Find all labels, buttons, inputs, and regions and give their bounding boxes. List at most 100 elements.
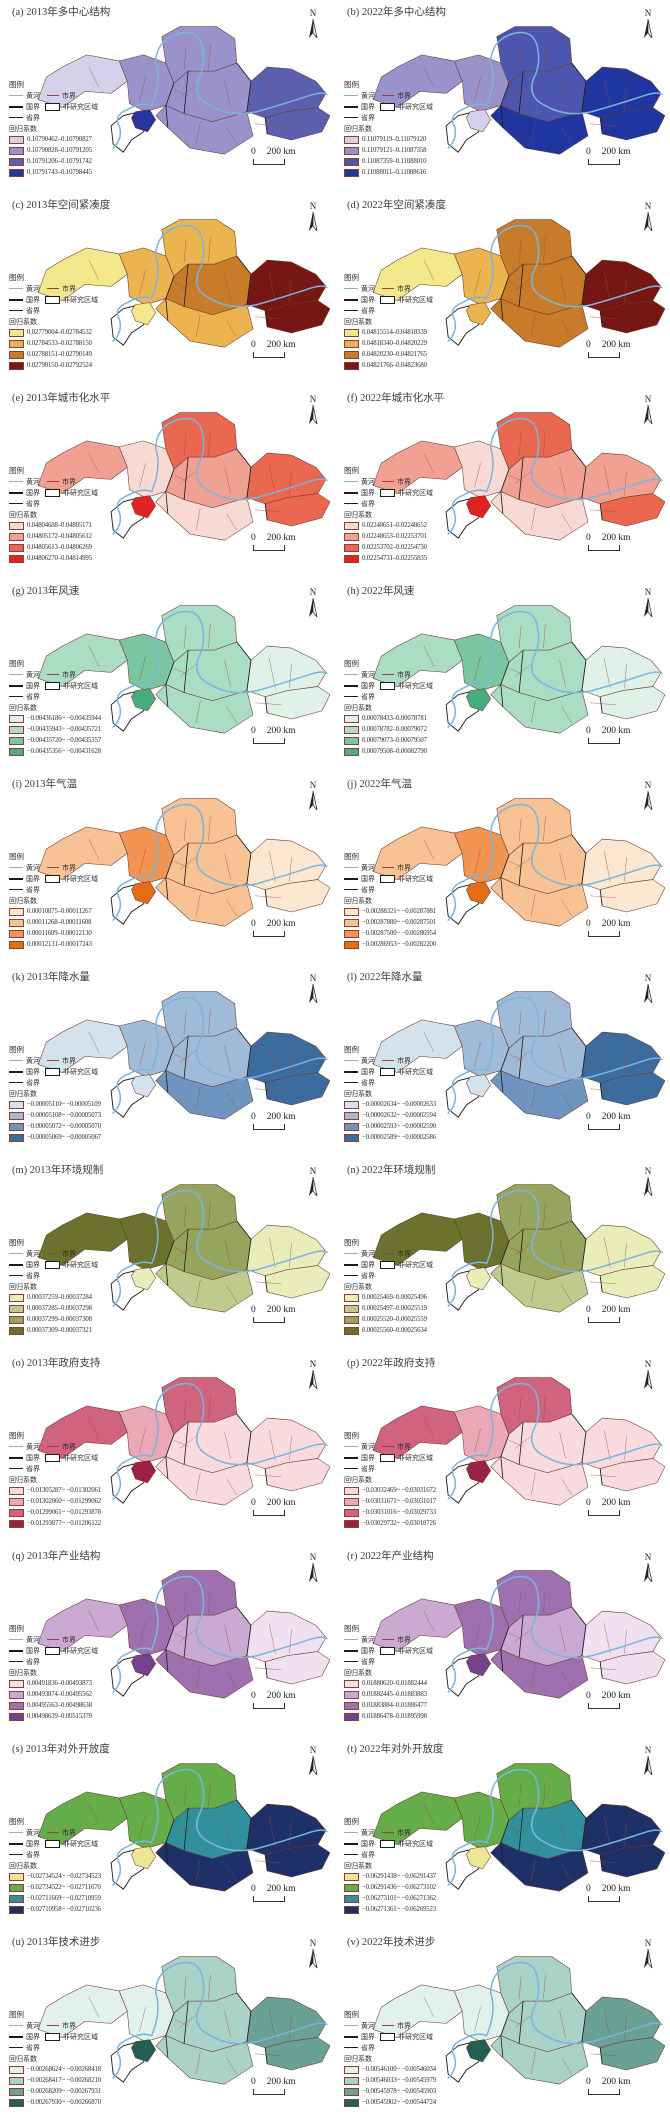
yellow-river-line — [447, 1961, 663, 2079]
district-region — [581, 838, 662, 890]
north-needle-icon — [644, 1563, 653, 1583]
class-range-label: 0.04805613–0.04806269 — [27, 544, 92, 551]
coefficient-label: 回归系数 — [344, 1282, 372, 1291]
map-panel-v: (v) 2022年技术进步 N 图例 黄河 市界 国界 非研究区域 省界 — [335, 1930, 670, 2123]
coefficient-label: 回归系数 — [9, 703, 37, 712]
legend-box: 图例 黄河 市界 国界 非研究区域 省界 回归系数 −0.03032469~ −… — [344, 1431, 482, 1529]
map-panel-p: (p) 2022年政府支持 N 图例 黄河 市界 国界 非研究区域 省界 — [335, 1351, 670, 1544]
class-range-label: 0.02253702–0.02254730 — [362, 544, 427, 551]
district-region — [466, 1460, 491, 1484]
class-range-label: 0.01882445–0.01883883 — [362, 1691, 427, 1698]
river-label: 黄河 — [361, 1635, 375, 1644]
class-color-swatch — [344, 532, 359, 541]
class-range-label: 0.04815514–0.04818339 — [362, 329, 427, 336]
class-color-swatch — [344, 929, 359, 938]
class-range-label: −0.06291438~ −0.06291437 — [362, 1873, 437, 1880]
legend-title: 图例 — [9, 1431, 24, 1440]
city-boundary-symbol — [47, 674, 59, 675]
national-boundary-symbol — [9, 1842, 23, 1845]
class-color-swatch — [9, 736, 24, 745]
legend-title: 图例 — [344, 2010, 359, 2019]
national-boundary-label: 国界 — [361, 1067, 375, 1076]
scale-zero-label: 0 — [251, 1112, 256, 1122]
district-region — [466, 109, 491, 133]
north-arrow: N — [641, 974, 655, 1004]
north-needle-icon — [644, 598, 653, 618]
legend-box: 图例 黄河 市界 国界 非研究区域 省界 回归系数 0.00025469–0.0… — [344, 1238, 482, 1336]
legend-class-row: 0.00037309–0.00037321 — [9, 1325, 147, 1336]
class-range-label: 0.10790828–0.10791205 — [27, 147, 92, 154]
class-range-label: −0.02710958~ −0.02710236 — [27, 1906, 102, 1913]
class-color-swatch — [9, 1111, 24, 1120]
province-boundary-label: 省界 — [361, 1078, 375, 1087]
class-color-swatch — [344, 2098, 359, 2107]
province-boundary-lines — [500, 1606, 603, 1678]
legend-title: 图例 — [9, 1624, 24, 1633]
legend-class-row: 0.04805613–0.04806269 — [9, 542, 147, 553]
non-study-area-label: 非研究区域 — [398, 1839, 433, 1848]
district-region — [490, 684, 589, 734]
class-range-label: 0.00025469–0.00025496 — [362, 1294, 427, 1301]
district-region — [246, 452, 327, 504]
district-region — [466, 1653, 491, 1677]
legend-class-row: 0.00037259–0.00037284 — [9, 1292, 147, 1303]
scale-bracket — [588, 2089, 620, 2095]
class-range-label: −0.00435720~ −0.00435357 — [27, 737, 102, 744]
district-region — [246, 1996, 327, 2048]
map-panel-s: (s) 2013年对外开放度 N 图例 黄河 市界 国界 非研究区域 省界 — [0, 1737, 335, 1930]
choropleth-map — [372, 26, 665, 155]
national-boundary-symbol — [344, 877, 358, 880]
map-panel-t: (t) 2022年对外开放度 N 图例 黄河 市界 国界 非研究区域 省界 — [335, 1737, 670, 1930]
district-region — [490, 105, 589, 155]
class-color-swatch — [344, 361, 359, 370]
class-range-label: −0.00268624~ −0.00268418 — [27, 2066, 102, 2073]
panel-title: (f) 2022年城市化水平 — [347, 393, 445, 404]
national-boundary-label: 国界 — [26, 874, 40, 883]
city-boundary-label: 市界 — [397, 1828, 411, 1837]
non-study-area-label: 非研究区域 — [63, 1067, 98, 1076]
north-label: N — [644, 1359, 652, 1369]
class-range-label: 0.00037259–0.00037284 — [27, 1294, 92, 1301]
scale-bar: 0 200 km — [251, 1305, 296, 1323]
north-label: N — [644, 394, 652, 404]
north-needle-icon — [309, 1563, 318, 1583]
class-color-swatch — [9, 1872, 24, 1881]
class-range-label: 0.10790462–0.10790827 — [27, 136, 92, 143]
province-boundary-label: 省界 — [26, 1078, 40, 1087]
province-boundary-symbol — [9, 889, 23, 890]
legend-class-row: −0.03029732~ −0.03018726 — [344, 1518, 482, 1529]
province-boundary-symbol — [344, 1275, 358, 1276]
district-region — [155, 1070, 254, 1120]
legend-class-row: −0.03031671~ −0.03031017 — [344, 1496, 482, 1507]
scale-bracket — [588, 352, 620, 358]
north-label: N — [644, 201, 652, 211]
city-boundary-label: 市界 — [397, 670, 411, 679]
class-color-swatch — [9, 135, 24, 144]
province-boundary-lines — [165, 641, 268, 713]
class-color-swatch — [9, 339, 24, 348]
legend-class-row: 0.00025520–0.00025559 — [344, 1314, 482, 1325]
river-line-symbol — [9, 288, 23, 289]
legend-class-row: 0.04806270–0.04814995 — [9, 553, 147, 564]
class-color-swatch — [9, 1679, 24, 1688]
legend-class-row: −0.00287500~ −0.00286954 — [344, 928, 482, 939]
scale-max-label: 200 km — [266, 340, 296, 350]
class-range-label: 0.01883884–0.01886477 — [362, 1702, 427, 1709]
river-line-symbol — [344, 867, 358, 868]
non-study-area-label: 非研究区域 — [63, 102, 98, 111]
district-region — [131, 1460, 156, 1484]
province-boundary-symbol — [9, 310, 23, 311]
scale-zero-label: 0 — [251, 533, 256, 543]
scale-max-label: 200 km — [266, 1305, 296, 1315]
map-panel-k: (k) 2013年降水量 N 图例 黄河 市界 国界 非研究区域 省界 — [0, 965, 335, 1158]
legend-class-row: −0.00002589~ −0.00002586 — [344, 1132, 482, 1143]
district-region — [490, 1263, 589, 1313]
panel-title: (l) 2022年降水量 — [347, 972, 423, 983]
non-study-area-label: 非研究区域 — [63, 874, 98, 883]
coefficient-label: 回归系数 — [344, 1089, 372, 1098]
panel-title: (g) 2013年风速 — [12, 586, 80, 597]
legend-class-row: −0.00436186~ −0.00435944 — [9, 713, 147, 724]
panel-title: (c) 2013年空间紧凑度 — [12, 200, 111, 211]
city-boundary-label: 市界 — [62, 1635, 76, 1644]
